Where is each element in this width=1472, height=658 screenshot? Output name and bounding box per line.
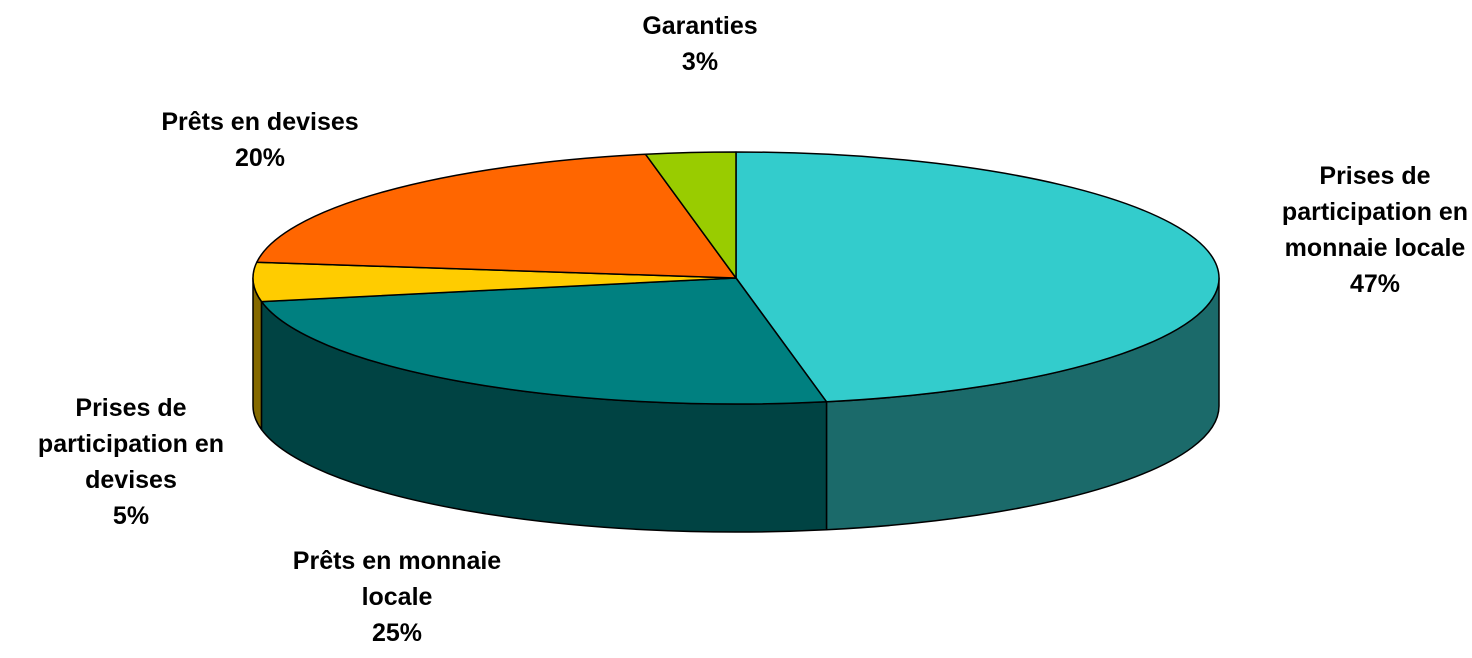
slice-percent: 20%	[234, 144, 286, 172]
pie-slice-prets-en-monnaie-locale	[260, 277, 828, 405]
pie-slice-prets-en-devises	[256, 153, 737, 279]
slice-percent: 47%	[1349, 270, 1401, 298]
pie-sides	[252, 277, 1220, 533]
pie-slice-prises-de-participation-en-devises	[252, 261, 737, 303]
slice-label-prets-monnaie-locale: Prêts en monnaie locale 25%	[293, 543, 501, 651]
slice-percent: 5%	[112, 502, 150, 530]
slice-percent: 25%	[371, 619, 423, 647]
slice-label-prises-participation-monnaie-locale: Prises de participation en monnaie local…	[1282, 158, 1468, 302]
pie-slice-garanties	[644, 151, 737, 279]
slice-label-prets-devises: Prêts en devises 20%	[161, 104, 358, 176]
slice-percent: 3%	[681, 48, 719, 76]
slice-label-prises-participation-devises: Prises de participation en devises 5%	[38, 390, 224, 534]
slice-label-garanties: Garanties 3%	[642, 8, 757, 80]
pie-slice-prises-de-participation-en-monnaie-locale	[735, 151, 1220, 403]
pie-tops	[252, 151, 1220, 405]
